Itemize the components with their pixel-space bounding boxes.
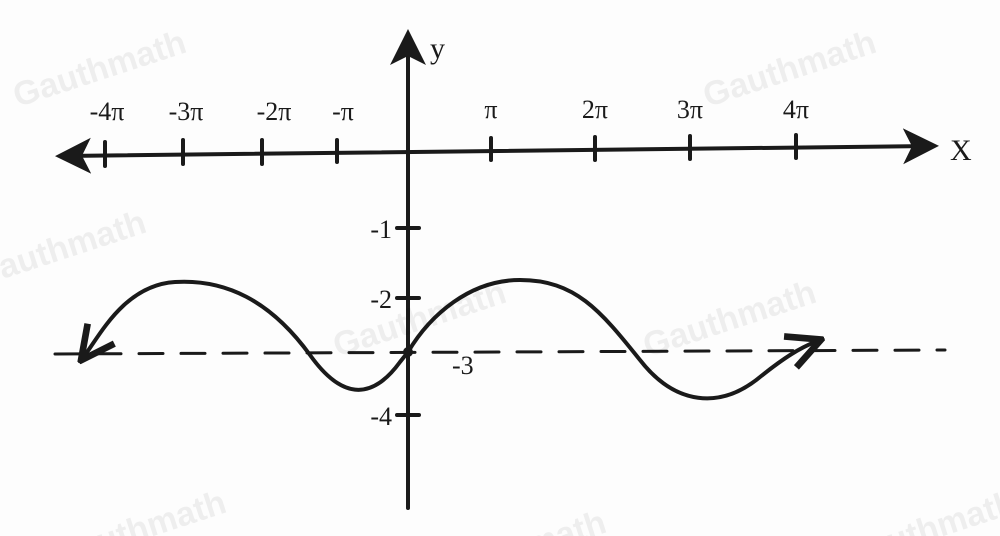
x-axis [64, 146, 930, 156]
x-tick-label: 3π [677, 95, 703, 124]
x-tick-label: -π [332, 97, 354, 126]
graph-canvas: y X -4π -3π -2π -π π 2π 3π 4π -1 -2 -3 -… [0, 0, 1000, 536]
y-axis-label: y [430, 32, 445, 65]
x-tick-labels: -4π -3π -2π -π π 2π 3π 4π [90, 95, 809, 126]
x-tick-label: -2π [257, 97, 292, 126]
x-tick-label: 4π [783, 95, 809, 124]
y-tick-label: -4 [370, 402, 392, 431]
x-tick-label: -4π [90, 97, 125, 126]
y-tick-labels: -1 -2 -3 -4 [370, 215, 473, 431]
y-tick-label: -1 [370, 215, 392, 244]
x-tick-label: π [484, 95, 497, 124]
y-tick-label: -3 [452, 351, 474, 380]
midline [55, 350, 945, 354]
x-tick-label: 2π [582, 95, 608, 124]
x-axis-label: X [950, 134, 972, 167]
y-tick-label: -2 [370, 285, 392, 314]
x-tick-label: -3π [169, 97, 204, 126]
function-curve [85, 280, 815, 398]
